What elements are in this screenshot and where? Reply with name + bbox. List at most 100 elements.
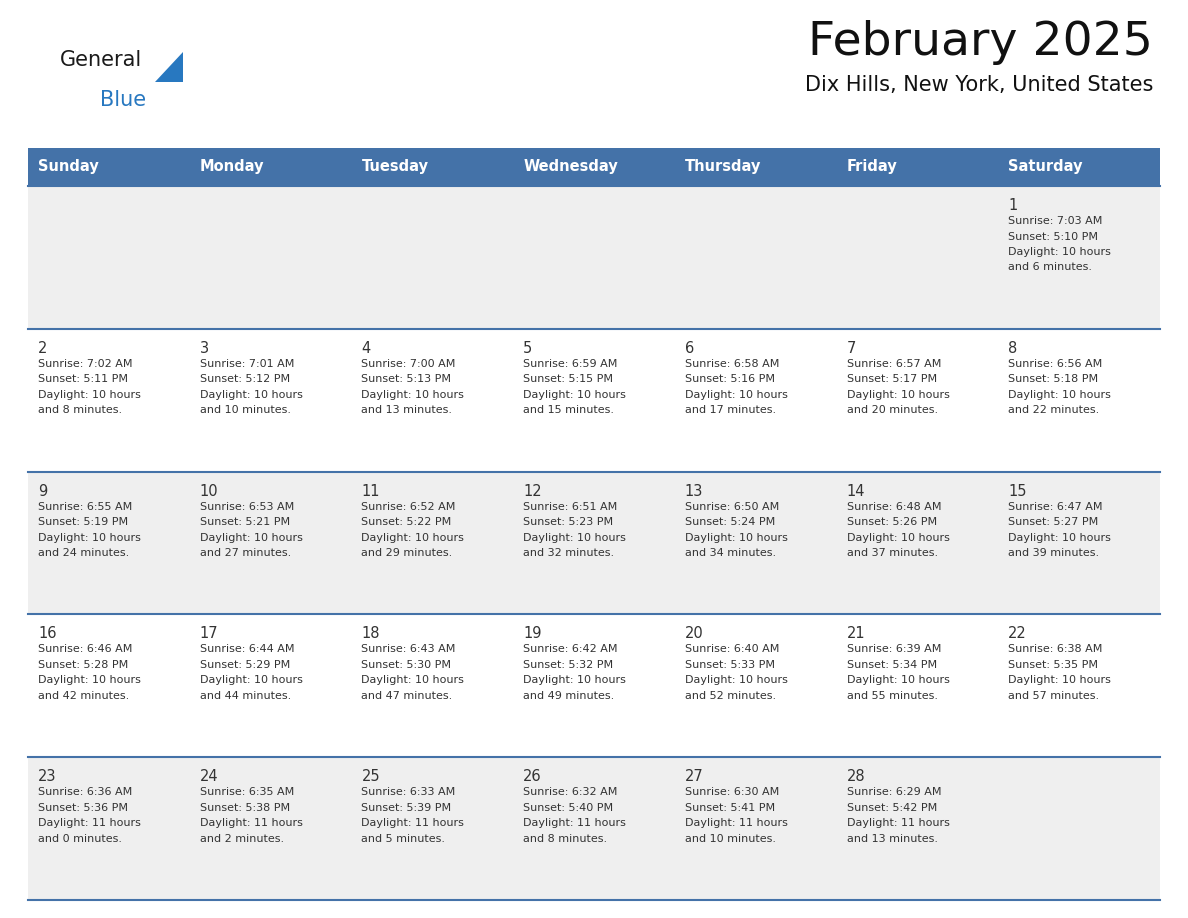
Text: 15: 15 — [1009, 484, 1026, 498]
Text: Daylight: 10 hours: Daylight: 10 hours — [523, 532, 626, 543]
Text: Sunrise: 6:57 AM: Sunrise: 6:57 AM — [847, 359, 941, 369]
Text: Friday: Friday — [847, 160, 897, 174]
Text: Daylight: 10 hours: Daylight: 10 hours — [523, 676, 626, 686]
Text: Daylight: 11 hours: Daylight: 11 hours — [38, 818, 141, 828]
Text: Sunset: 5:22 PM: Sunset: 5:22 PM — [361, 517, 451, 527]
Text: 23: 23 — [38, 769, 57, 784]
Text: Daylight: 10 hours: Daylight: 10 hours — [200, 676, 303, 686]
Text: 20: 20 — [684, 626, 703, 642]
Text: Sunset: 5:19 PM: Sunset: 5:19 PM — [38, 517, 128, 527]
Text: Sunrise: 6:47 AM: Sunrise: 6:47 AM — [1009, 501, 1102, 511]
Text: and 13 minutes.: and 13 minutes. — [847, 834, 937, 844]
Text: 22: 22 — [1009, 626, 1028, 642]
Text: Sunrise: 6:35 AM: Sunrise: 6:35 AM — [200, 788, 293, 797]
Text: Sunset: 5:30 PM: Sunset: 5:30 PM — [361, 660, 451, 670]
Text: Sunday: Sunday — [38, 160, 99, 174]
Text: February 2025: February 2025 — [808, 20, 1154, 65]
Text: 7: 7 — [847, 341, 855, 356]
Text: 6: 6 — [684, 341, 694, 356]
Text: Sunset: 5:17 PM: Sunset: 5:17 PM — [847, 375, 936, 385]
Text: Sunrise: 6:48 AM: Sunrise: 6:48 AM — [847, 501, 941, 511]
Text: 26: 26 — [523, 769, 542, 784]
Text: Sunset: 5:18 PM: Sunset: 5:18 PM — [1009, 375, 1099, 385]
Text: Daylight: 10 hours: Daylight: 10 hours — [847, 532, 949, 543]
Text: 18: 18 — [361, 626, 380, 642]
Text: Daylight: 10 hours: Daylight: 10 hours — [1009, 390, 1111, 400]
Text: Sunset: 5:35 PM: Sunset: 5:35 PM — [1009, 660, 1098, 670]
Text: Sunrise: 6:44 AM: Sunrise: 6:44 AM — [200, 644, 295, 655]
Text: Daylight: 10 hours: Daylight: 10 hours — [847, 676, 949, 686]
Text: Sunset: 5:24 PM: Sunset: 5:24 PM — [684, 517, 775, 527]
Text: Sunset: 5:33 PM: Sunset: 5:33 PM — [684, 660, 775, 670]
Text: 13: 13 — [684, 484, 703, 498]
Text: Sunrise: 6:38 AM: Sunrise: 6:38 AM — [1009, 644, 1102, 655]
Text: Sunrise: 6:55 AM: Sunrise: 6:55 AM — [38, 501, 132, 511]
Text: Daylight: 10 hours: Daylight: 10 hours — [847, 390, 949, 400]
Text: and 37 minutes.: and 37 minutes. — [847, 548, 937, 558]
Text: Daylight: 10 hours: Daylight: 10 hours — [684, 390, 788, 400]
Text: Daylight: 10 hours: Daylight: 10 hours — [1009, 247, 1111, 257]
Text: and 49 minutes.: and 49 minutes. — [523, 691, 614, 701]
Text: Sunrise: 6:40 AM: Sunrise: 6:40 AM — [684, 644, 779, 655]
Text: Sunset: 5:15 PM: Sunset: 5:15 PM — [523, 375, 613, 385]
Text: Thursday: Thursday — [684, 160, 762, 174]
Text: Sunrise: 6:59 AM: Sunrise: 6:59 AM — [523, 359, 618, 369]
Text: Sunrise: 7:00 AM: Sunrise: 7:00 AM — [361, 359, 456, 369]
Text: 14: 14 — [847, 484, 865, 498]
Text: 9: 9 — [38, 484, 48, 498]
Text: 12: 12 — [523, 484, 542, 498]
Text: and 24 minutes.: and 24 minutes. — [38, 548, 129, 558]
Text: Sunrise: 6:32 AM: Sunrise: 6:32 AM — [523, 788, 618, 797]
Text: Daylight: 11 hours: Daylight: 11 hours — [200, 818, 303, 828]
Text: Daylight: 10 hours: Daylight: 10 hours — [1009, 532, 1111, 543]
Bar — [29, 614, 1159, 757]
Bar — [29, 148, 1159, 186]
Text: Sunrise: 6:29 AM: Sunrise: 6:29 AM — [847, 788, 941, 797]
Text: Sunset: 5:29 PM: Sunset: 5:29 PM — [200, 660, 290, 670]
Text: and 6 minutes.: and 6 minutes. — [1009, 263, 1092, 273]
Text: Sunrise: 6:43 AM: Sunrise: 6:43 AM — [361, 644, 456, 655]
Text: Daylight: 10 hours: Daylight: 10 hours — [361, 676, 465, 686]
Text: Saturday: Saturday — [1009, 160, 1082, 174]
Text: Sunset: 5:36 PM: Sunset: 5:36 PM — [38, 802, 128, 812]
Text: Sunset: 5:32 PM: Sunset: 5:32 PM — [523, 660, 613, 670]
Text: Sunset: 5:27 PM: Sunset: 5:27 PM — [1009, 517, 1099, 527]
Text: Wednesday: Wednesday — [523, 160, 618, 174]
Text: Sunrise: 6:46 AM: Sunrise: 6:46 AM — [38, 644, 132, 655]
Text: 19: 19 — [523, 626, 542, 642]
Text: 11: 11 — [361, 484, 380, 498]
Text: and 47 minutes.: and 47 minutes. — [361, 691, 453, 701]
Text: 28: 28 — [847, 769, 865, 784]
Text: Sunrise: 6:33 AM: Sunrise: 6:33 AM — [361, 788, 456, 797]
Text: and 10 minutes.: and 10 minutes. — [200, 406, 291, 415]
Bar — [29, 329, 1159, 472]
Text: Sunrise: 6:30 AM: Sunrise: 6:30 AM — [684, 788, 779, 797]
Text: and 39 minutes.: and 39 minutes. — [1009, 548, 1099, 558]
Text: Daylight: 11 hours: Daylight: 11 hours — [361, 818, 465, 828]
Text: 27: 27 — [684, 769, 703, 784]
Text: and 13 minutes.: and 13 minutes. — [361, 406, 453, 415]
Text: 5: 5 — [523, 341, 532, 356]
Text: Daylight: 10 hours: Daylight: 10 hours — [361, 390, 465, 400]
Text: Daylight: 11 hours: Daylight: 11 hours — [523, 818, 626, 828]
Text: and 5 minutes.: and 5 minutes. — [361, 834, 446, 844]
Text: and 55 minutes.: and 55 minutes. — [847, 691, 937, 701]
Text: Daylight: 10 hours: Daylight: 10 hours — [1009, 676, 1111, 686]
Text: 24: 24 — [200, 769, 219, 784]
Text: Sunrise: 6:53 AM: Sunrise: 6:53 AM — [200, 501, 293, 511]
Text: and 2 minutes.: and 2 minutes. — [200, 834, 284, 844]
Text: 16: 16 — [38, 626, 57, 642]
Text: 8: 8 — [1009, 341, 1018, 356]
Text: Sunrise: 7:03 AM: Sunrise: 7:03 AM — [1009, 216, 1102, 226]
Text: Monday: Monday — [200, 160, 264, 174]
Text: Daylight: 10 hours: Daylight: 10 hours — [523, 390, 626, 400]
Text: Sunrise: 6:42 AM: Sunrise: 6:42 AM — [523, 644, 618, 655]
Text: and 57 minutes.: and 57 minutes. — [1009, 691, 1099, 701]
Text: Daylight: 10 hours: Daylight: 10 hours — [361, 532, 465, 543]
Text: Daylight: 10 hours: Daylight: 10 hours — [200, 532, 303, 543]
Text: Sunrise: 6:51 AM: Sunrise: 6:51 AM — [523, 501, 618, 511]
Text: and 8 minutes.: and 8 minutes. — [523, 834, 607, 844]
Text: and 34 minutes.: and 34 minutes. — [684, 548, 776, 558]
Text: Sunset: 5:11 PM: Sunset: 5:11 PM — [38, 375, 128, 385]
Text: and 44 minutes.: and 44 minutes. — [200, 691, 291, 701]
